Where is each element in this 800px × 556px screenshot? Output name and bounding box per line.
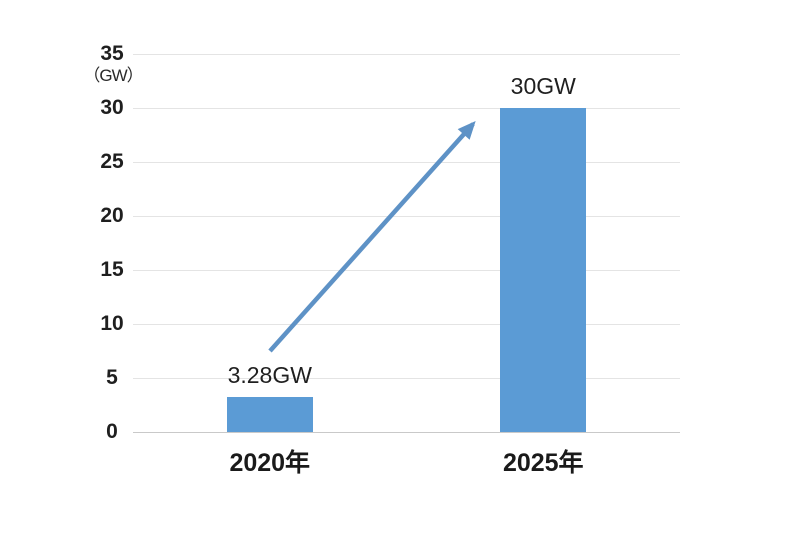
x-category-label: 2025年: [502, 449, 584, 477]
bar-value-label: 3.28GW: [227, 361, 312, 388]
gridline: [133, 378, 680, 379]
y-tick-label: 20: [100, 204, 124, 227]
gridline: [133, 162, 680, 163]
y-tick-label: 25: [100, 150, 124, 173]
plot-area: [133, 54, 680, 433]
bar-2025: [500, 108, 587, 432]
y-tick-label: 35: [100, 42, 124, 65]
y-tick-label: 0: [106, 420, 118, 443]
x-axis-baseline: [133, 432, 680, 433]
y-axis-unit-label: （GW）: [83, 66, 143, 85]
y-tick-label: 15: [100, 258, 124, 281]
gridline: [133, 54, 680, 55]
y-tick-label: 10: [100, 312, 124, 335]
bar-value-label: 30GW: [510, 73, 576, 99]
gridline: [133, 216, 680, 217]
y-tick-label: 30: [100, 96, 124, 119]
y-tick-label: 5: [106, 366, 118, 389]
x-category-label: 2020年: [229, 449, 311, 477]
gridline: [133, 108, 680, 109]
gridline: [133, 270, 680, 271]
gridline: [133, 324, 680, 325]
bar-2020: [226, 396, 313, 432]
